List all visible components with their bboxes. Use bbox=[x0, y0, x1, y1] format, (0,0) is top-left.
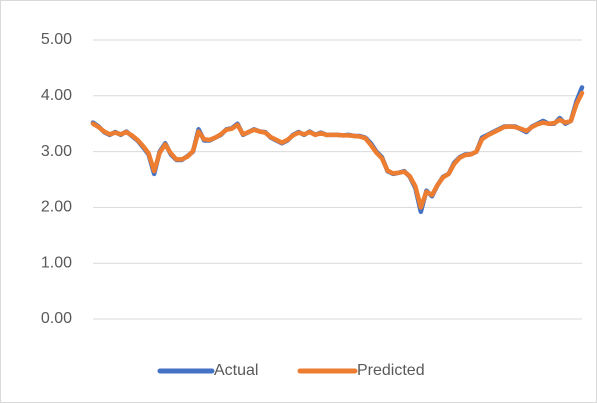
y-tick-label: 4.00 bbox=[41, 87, 72, 104]
y-tick-label: 2.00 bbox=[41, 199, 72, 216]
y-tick-label: 1.00 bbox=[41, 254, 72, 271]
legend-label: Actual bbox=[214, 362, 258, 379]
y-tick-label: 3.00 bbox=[41, 143, 72, 160]
y-tick-label: 0.00 bbox=[41, 310, 72, 327]
legend-label: Predicted bbox=[357, 362, 425, 379]
y-tick-label: 5.00 bbox=[41, 31, 72, 48]
series-line bbox=[90, 90, 585, 210]
